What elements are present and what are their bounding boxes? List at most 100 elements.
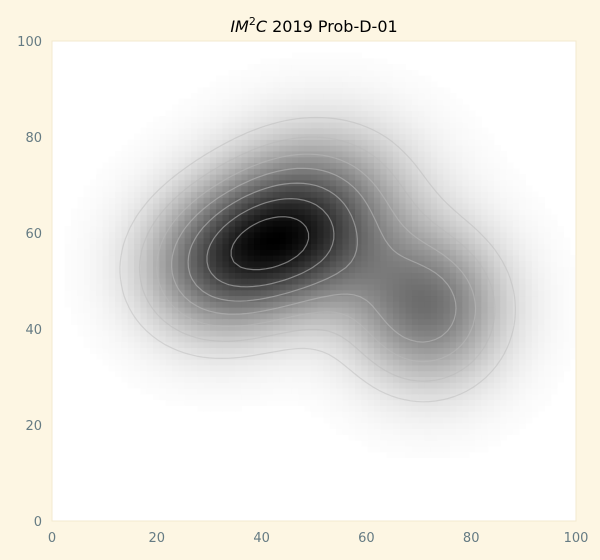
heatmap-cell xyxy=(310,301,318,308)
x-axis-tick-labels: 0 20 40 60 80 100 xyxy=(48,531,589,546)
heatmap-cell xyxy=(392,220,400,227)
heatmap-cell xyxy=(285,156,293,164)
heatmap-cell xyxy=(437,226,445,233)
heatmap-cell xyxy=(285,295,293,302)
heatmap-cell xyxy=(228,260,236,268)
heatmap-cell xyxy=(424,214,432,221)
heatmap-cell xyxy=(405,301,413,308)
heatmap-cell xyxy=(127,156,135,164)
heatmap-cell xyxy=(247,162,255,169)
heatmap-cell xyxy=(487,220,495,227)
heatmap-cell xyxy=(254,98,261,106)
heatmap-cell xyxy=(203,370,211,378)
heatmap-cell xyxy=(405,330,413,337)
heatmap-cell xyxy=(310,243,318,250)
heatmap-cell xyxy=(272,243,280,250)
heatmap-cell xyxy=(159,283,167,291)
heatmap-cell xyxy=(323,382,331,389)
heatmap-cell xyxy=(481,318,489,325)
heatmap-cell xyxy=(121,295,129,302)
heatmap-cell xyxy=(493,312,501,320)
heatmap-cell xyxy=(544,226,552,233)
heatmap-cell xyxy=(411,179,419,187)
heatmap-cell xyxy=(525,387,533,395)
heatmap-cell xyxy=(228,81,236,88)
heatmap-cell xyxy=(266,64,274,71)
heatmap-cell xyxy=(102,202,110,210)
heatmap-cell xyxy=(380,156,388,164)
heatmap-cell xyxy=(291,121,299,129)
heatmap-cell xyxy=(317,139,325,146)
heatmap-cell xyxy=(254,197,261,204)
heatmap-cell xyxy=(70,295,78,302)
heatmap-cell xyxy=(399,197,407,204)
heatmap-cell xyxy=(153,127,160,135)
heatmap-cell xyxy=(317,162,325,169)
heatmap-cell xyxy=(355,220,362,227)
heatmap-cell xyxy=(348,156,356,164)
heatmap-cell xyxy=(468,341,476,349)
heatmap-cell xyxy=(468,370,476,378)
heatmap-cell xyxy=(317,254,325,262)
heatmap-cell xyxy=(310,254,318,262)
heatmap-cell xyxy=(89,237,97,245)
heatmap-cell xyxy=(424,87,432,94)
heatmap-cell xyxy=(405,237,413,245)
heatmap-cell xyxy=(405,324,413,331)
heatmap-cell xyxy=(519,382,527,389)
heatmap-cell xyxy=(272,69,280,77)
heatmap-cell xyxy=(222,307,230,314)
heatmap-cell xyxy=(317,289,325,297)
heatmap-cell xyxy=(456,110,463,117)
heatmap-cell xyxy=(159,249,167,256)
heatmap-cell xyxy=(254,69,261,77)
heatmap-cell xyxy=(399,226,407,233)
heatmap-cell xyxy=(487,312,495,320)
heatmap-cell xyxy=(203,179,211,187)
heatmap-cell xyxy=(260,139,268,146)
heatmap-cell xyxy=(474,399,482,406)
heatmap-cell xyxy=(266,353,274,360)
heatmap-cell xyxy=(209,301,217,308)
heatmap-cell xyxy=(96,307,104,314)
heatmap-cell xyxy=(102,341,110,349)
heatmap-cell xyxy=(323,127,331,135)
heatmap-cell xyxy=(171,226,179,233)
heatmap-cell xyxy=(304,260,312,268)
heatmap-cell xyxy=(121,185,129,192)
heatmap-cell xyxy=(569,330,577,337)
heatmap-cell xyxy=(380,93,388,100)
heatmap-cell xyxy=(323,243,331,250)
heatmap-cell xyxy=(386,312,394,320)
heatmap-cell xyxy=(197,110,205,117)
heatmap-cell xyxy=(373,440,381,447)
heatmap-cell xyxy=(342,162,350,169)
heatmap-cell xyxy=(190,127,198,135)
heatmap-cell xyxy=(392,335,400,343)
heatmap-cell xyxy=(348,307,356,314)
heatmap-cell xyxy=(323,405,331,412)
heatmap-cell xyxy=(272,208,280,216)
heatmap-cell xyxy=(361,289,369,297)
heatmap-cell xyxy=(361,393,369,401)
heatmap-cell xyxy=(386,416,394,424)
heatmap-cell xyxy=(443,150,451,158)
heatmap-cell xyxy=(317,295,325,302)
heatmap-cell xyxy=(323,399,331,406)
heatmap-cell xyxy=(165,330,173,337)
heatmap-cell xyxy=(279,69,287,77)
heatmap-cell xyxy=(121,254,129,262)
heatmap-cell xyxy=(279,364,287,372)
heatmap-cell xyxy=(140,168,148,175)
heatmap-cell xyxy=(373,393,381,401)
heatmap-cell xyxy=(260,243,268,250)
heatmap-cell xyxy=(260,202,268,210)
heatmap-cell xyxy=(531,278,539,285)
heatmap-cell xyxy=(165,145,173,152)
heatmap-cell xyxy=(209,237,217,245)
heatmap-cell xyxy=(361,428,369,435)
heatmap-cell xyxy=(474,347,482,354)
heatmap-cell xyxy=(323,341,331,349)
heatmap-cell xyxy=(544,318,552,325)
heatmap-cell xyxy=(443,208,451,216)
